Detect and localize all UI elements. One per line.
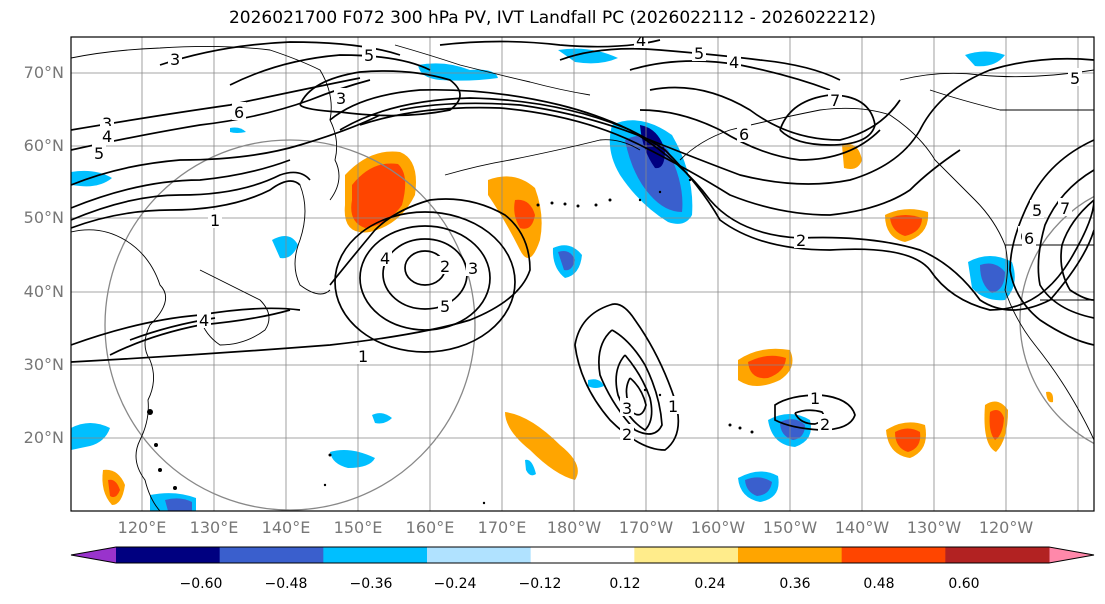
lon-label: 150°E xyxy=(333,518,383,537)
islands xyxy=(147,178,754,505)
lon-label: 120°W xyxy=(978,518,1034,537)
graticule xyxy=(71,37,1094,511)
contour-label: 3 xyxy=(622,399,632,418)
colorbar-segment xyxy=(945,547,1050,563)
contour-labels: 3 5 3 4 5 6 3 4 5 4 1 2 3 4 5 1 6 7 6 7 … xyxy=(92,31,1082,444)
colorbar-tick-label: 0.36 xyxy=(779,576,811,592)
colorbar-extend-low xyxy=(71,547,116,563)
colorbar-tick-label: 0.12 xyxy=(609,576,641,592)
colorbar-tick-label: 0.60 xyxy=(948,576,980,592)
lon-label: 130°W xyxy=(906,518,962,537)
contour-label: 4 xyxy=(729,53,739,72)
radius-circle-west xyxy=(104,139,476,511)
contour-label: 7 xyxy=(1060,199,1070,218)
lon-label: 130°E xyxy=(189,518,239,537)
lon-label: 150°W xyxy=(762,518,818,537)
contour-label: 5 xyxy=(94,144,104,163)
contour-label: 1 xyxy=(358,347,368,366)
colorbar-tick-label: 0.24 xyxy=(694,576,726,592)
radius-circle-east xyxy=(1019,195,1094,445)
lat-label: 30°N xyxy=(23,355,64,374)
contour-label: 2 xyxy=(622,425,632,444)
contour-label: 5 xyxy=(364,46,374,65)
contour-label: 2 xyxy=(440,257,450,276)
contour-label: 4 xyxy=(102,127,112,146)
colorbar-segment xyxy=(530,547,635,563)
contour-label: 5 xyxy=(694,44,704,63)
colorbar xyxy=(70,546,1095,564)
lon-label: 120°E xyxy=(117,518,167,537)
contour-label: 6 xyxy=(234,103,244,122)
contour-label: 5 xyxy=(1032,201,1042,220)
map-frame xyxy=(70,36,1095,512)
contour-label: 3 xyxy=(468,259,478,278)
colorbar-segment xyxy=(427,547,532,563)
contour-label: 3 xyxy=(170,50,180,69)
contour-label: 2 xyxy=(820,415,830,434)
contour-label: 1 xyxy=(668,397,678,416)
colorbar-tick-label: −0.60 xyxy=(179,576,223,592)
colorbar-segment xyxy=(634,547,739,563)
colorbar-tick-label: −0.36 xyxy=(349,576,393,592)
colorbar-tick-label: −0.48 xyxy=(264,576,308,592)
contour-label: 4 xyxy=(199,311,209,330)
colorbar-segment xyxy=(738,547,843,563)
lat-label: 70°N xyxy=(23,63,64,82)
colorbar-extend-high xyxy=(1049,547,1094,563)
contour-label: 5 xyxy=(1070,69,1080,88)
lon-label: 180°W xyxy=(546,518,602,537)
colorbar-segment xyxy=(219,547,324,563)
lat-label: 20°N xyxy=(23,428,64,447)
colorbar-segment xyxy=(116,547,221,563)
lon-label: 170°W xyxy=(618,518,674,537)
contour-label: 6 xyxy=(739,125,749,144)
contour-label: 1 xyxy=(810,389,820,408)
colorbar-tick-label: 0.48 xyxy=(863,576,895,592)
contour-label: 7 xyxy=(830,91,840,110)
lat-label: 50°N xyxy=(23,208,64,227)
contour-label: 3 xyxy=(102,114,112,133)
map-title: 2026021700 F072 300 hPa PV, IVT Landfall… xyxy=(228,8,876,28)
lat-label: 40°N xyxy=(23,282,64,301)
colorbar-segment xyxy=(841,547,946,563)
contour-label: 3 xyxy=(336,89,346,108)
contour-label: 5 xyxy=(440,297,450,316)
lon-label: 160°W xyxy=(690,518,746,537)
map-background xyxy=(71,37,1094,511)
colorbar-tick-label: −0.12 xyxy=(518,576,562,592)
contour-label: 6 xyxy=(1024,229,1034,248)
lon-label: 140°W xyxy=(834,518,890,537)
lon-label: 170°E xyxy=(477,518,527,537)
contour-label: 1 xyxy=(210,211,220,230)
pv-contours xyxy=(71,39,1094,451)
colorbar-outline xyxy=(70,546,1095,564)
positive-anomaly-regions xyxy=(102,144,1054,505)
lon-label: 160°E xyxy=(405,518,455,537)
lat-label: 60°N xyxy=(23,136,64,155)
lon-label: 140°E xyxy=(261,518,311,537)
colorbar-tick-label: −0.24 xyxy=(433,576,477,592)
contour-label: 2 xyxy=(796,231,806,250)
contour-label: 4 xyxy=(380,249,390,268)
contour-label: 4 xyxy=(636,31,646,50)
colorbar-segment xyxy=(323,547,428,563)
